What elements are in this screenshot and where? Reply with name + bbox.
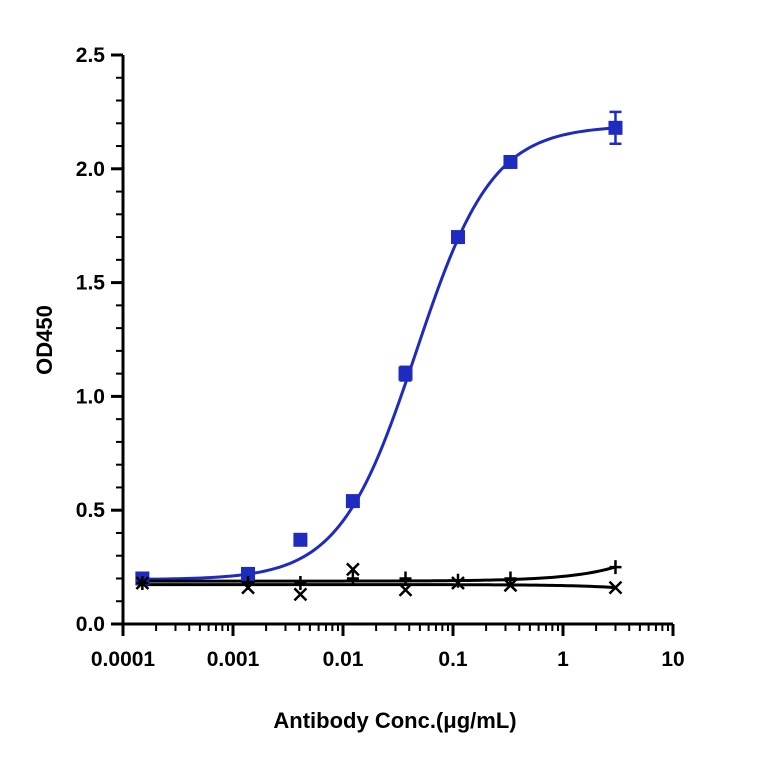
data-point-x: [608, 580, 623, 595]
data-point-x: [451, 576, 465, 590]
x-tick-label: 0.1: [438, 648, 468, 671]
fit-curve-series-3: [142, 583, 616, 590]
data-point-square: [608, 120, 623, 135]
x-tick-label: 1: [557, 648, 569, 671]
y-tick-label: 1.0: [76, 385, 105, 408]
y-axis-title: OD450: [32, 305, 57, 375]
fit-curve-series-2: [142, 565, 616, 583]
x-tick-label: 0.001: [207, 648, 260, 671]
data-point-x: [241, 580, 255, 595]
x-tick-label: 10: [661, 648, 684, 671]
data-point-square: [293, 532, 308, 547]
y-tick-label: 0.5: [76, 499, 106, 522]
data-point-x: [346, 562, 360, 577]
data-point-x: [293, 587, 308, 602]
fit-curves: [142, 126, 616, 590]
y-tick-label: 2.0: [76, 158, 105, 181]
data-point-square: [398, 366, 413, 381]
data-point-x: [503, 578, 518, 593]
data-point-square: [503, 154, 518, 169]
data-point-x: [135, 576, 150, 590]
axes: 0.0 0.5 1.0 1.5 2.0 2.5 0.0001 0.001 0.01 0.1 1 10: [76, 44, 685, 671]
y-tick-label: 0.0: [76, 613, 105, 636]
data-point-plus: [346, 571, 359, 586]
data-point-plus: [609, 560, 622, 575]
x-tick-label: 0.01: [323, 648, 364, 671]
y-tick-label: 2.5: [76, 44, 106, 67]
data-point-x: [398, 582, 413, 597]
data-point-square: [450, 230, 465, 245]
data-point-square: [241, 566, 256, 581]
data-point-plus: [399, 571, 412, 586]
x-axis-title: Antibody Conc.(μg/mL): [273, 708, 516, 733]
fit-curve-series-1: [142, 126, 616, 581]
data-point-square: [345, 494, 360, 509]
data-points: [135, 110, 623, 602]
y-tick-label: 1.5: [76, 272, 106, 295]
x-tick-label: 0.0001: [91, 648, 156, 671]
data-point-plus: [294, 576, 307, 591]
data-point-plus: [504, 571, 517, 586]
